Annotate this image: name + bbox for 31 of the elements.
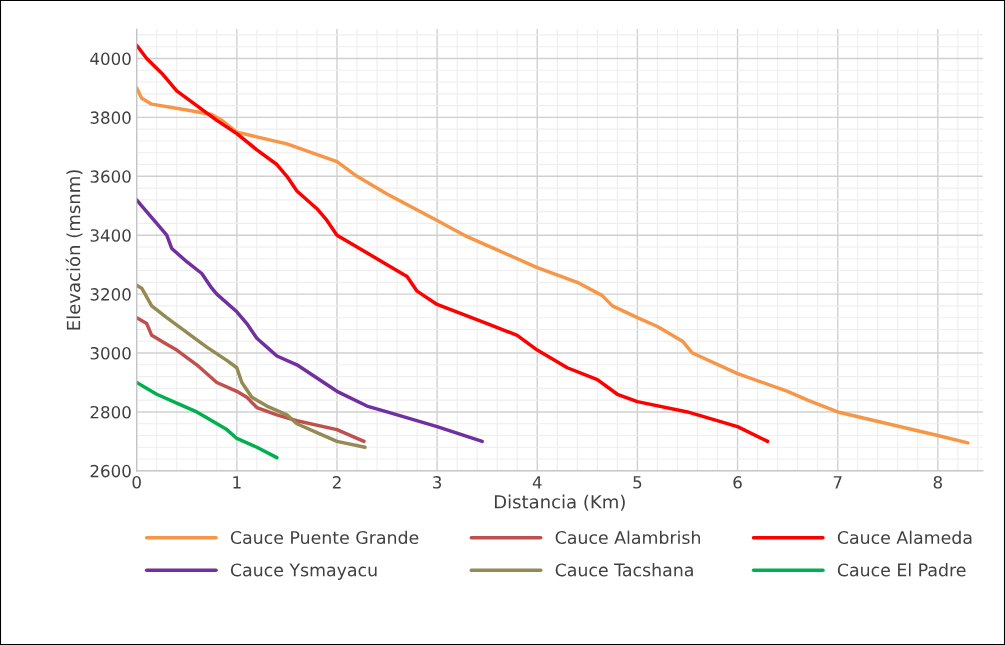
x-tick-label: 4: [532, 476, 542, 489]
y-tick-label: 3400: [90, 229, 131, 242]
legend-label: Cauce Puente Grande: [230, 530, 419, 545]
x-axis-title: Distancia (Km): [494, 494, 625, 511]
legend-label: Cauce Tacshana: [555, 563, 693, 577]
y-tick-label: 3800: [90, 111, 131, 124]
y-tick-label: 4000: [90, 52, 131, 66]
x-tick-label: 0: [132, 476, 141, 489]
x-tick-label: 8: [933, 476, 942, 489]
x-tick-label: 5: [633, 476, 642, 489]
y-tick-label: 2800: [90, 405, 131, 419]
legend-label: Cauce Alambrish: [555, 530, 700, 545]
x-tick-label: 1: [233, 476, 241, 489]
line-series: [136, 380, 279, 460]
y-tick-label: 2600: [90, 464, 131, 478]
y-tick-label: 3000: [90, 346, 131, 360]
line-series: [136, 43, 770, 444]
line-series: [136, 198, 484, 444]
line-series: [136, 283, 367, 450]
x-tick-label: 6: [733, 476, 742, 489]
x-tick-label: 7: [833, 476, 842, 489]
legend-label: Cauce Ysmayacu: [230, 563, 377, 580]
line-series: [136, 315, 366, 444]
line-series: [136, 86, 970, 445]
y-tick-label: 3200: [90, 288, 131, 301]
legend-label: Cauce El Padre: [837, 563, 966, 577]
x-tick-label: 3: [433, 476, 442, 489]
y-axis-title: Elevación (msnm): [65, 170, 83, 330]
y-tick-label: 3600: [90, 170, 131, 183]
x-tick-label: 2: [332, 476, 341, 489]
legend-label: Cauce Alameda: [837, 530, 972, 545]
